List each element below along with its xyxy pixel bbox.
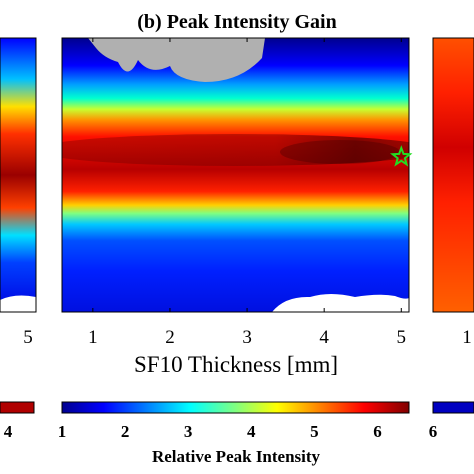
colorbar-tick-label: 2 xyxy=(121,422,130,441)
chart-title: (b) Peak Intensity Gain xyxy=(137,11,336,33)
right-panel-x-tick: 1 xyxy=(462,327,472,348)
left-colorbar-tick: 4 xyxy=(4,422,13,441)
right-colorbar xyxy=(433,402,474,413)
x-tick-label: 1 xyxy=(88,327,98,348)
left-panel-x-tick: 5 xyxy=(23,327,33,348)
right-panel-heatmap xyxy=(433,38,474,312)
main-panel-frame xyxy=(61,37,410,313)
x-tick-label: 3 xyxy=(242,327,252,348)
peak-ridge-core xyxy=(280,140,400,164)
main-panel: 1 2 3 4 5 SF10 Thickness [mm] xyxy=(61,37,413,377)
peak-ridge xyxy=(62,134,409,166)
colorbar-tick-label: 3 xyxy=(184,422,193,441)
left-panel-mask xyxy=(0,295,36,312)
colorbar-tick-label: 6 xyxy=(373,422,382,441)
main-colorbar xyxy=(62,402,409,413)
x-tick-label: 4 xyxy=(319,327,329,348)
left-panel-frame xyxy=(0,37,37,313)
x-axis-label: SF10 Thickness [mm] xyxy=(134,352,338,377)
star-marker xyxy=(390,145,413,167)
left-panel: 5 xyxy=(0,37,37,348)
heatmap-field xyxy=(62,38,409,312)
right-panel-frame xyxy=(432,37,474,313)
left-colorbar xyxy=(0,402,34,413)
colorbar-tick-label: 5 xyxy=(310,422,319,441)
x-tick-label: 2 xyxy=(165,327,175,348)
colorbar-tick-label: 1 xyxy=(58,422,67,441)
colorbars: 4 1 2 3 4 5 6 Relative Peak Intensity 6 xyxy=(0,401,474,466)
colorbar-ticks: 1 2 3 4 5 6 xyxy=(58,422,382,441)
colorbar-label: Relative Peak Intensity xyxy=(152,447,321,466)
x-tick-label: 5 xyxy=(397,327,407,348)
right-panel: 1 xyxy=(432,37,474,348)
left-panel-heatmap xyxy=(0,38,36,312)
masked-region-bottom xyxy=(272,294,409,312)
right-colorbar-tick: 6 xyxy=(429,422,438,441)
x-axis: 1 2 3 4 5 xyxy=(88,38,406,348)
colorbar-tick-label: 4 xyxy=(247,422,256,441)
masked-region-top xyxy=(88,38,265,82)
